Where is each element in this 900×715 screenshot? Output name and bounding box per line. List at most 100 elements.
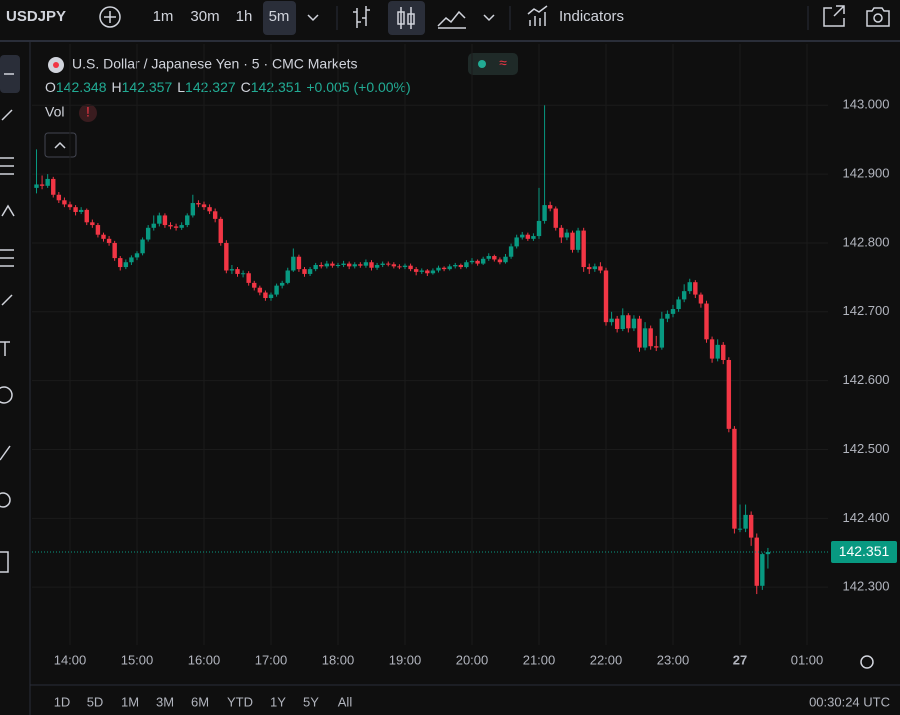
range-button[interactable]: 1M	[121, 694, 139, 709]
tool-fib[interactable]	[0, 157, 14, 175]
candle-body	[441, 267, 447, 270]
bars-icon[interactable]	[353, 6, 370, 28]
range-button[interactable]: 6M	[191, 694, 209, 709]
candle-body	[246, 273, 251, 283]
x-tick-label: 01:00	[791, 652, 824, 667]
candle-body	[520, 234, 525, 238]
candle-body	[564, 232, 570, 238]
candle-body	[413, 269, 419, 272]
candle-body	[397, 266, 402, 268]
range-button[interactable]: 5D	[87, 694, 104, 709]
tool-brush[interactable]	[1, 294, 13, 306]
candle-body	[670, 309, 676, 314]
volume-warning[interactable]	[79, 104, 97, 122]
candle-body	[307, 269, 313, 274]
candle-body	[709, 339, 715, 359]
candle-body	[748, 514, 754, 538]
candle-body	[95, 225, 101, 235]
candle-body	[78, 209, 84, 212]
add-symbol[interactable]	[99, 6, 121, 28]
candle-body	[190, 203, 196, 216]
candle-body	[380, 263, 385, 265]
status-wave: ≈	[499, 55, 507, 71]
volume-label: Vol	[45, 104, 64, 120]
chart-type-menu[interactable]	[483, 14, 495, 22]
candle-body	[363, 262, 369, 266]
interval-5m[interactable]: 5m	[269, 8, 290, 25]
x-tick-label: 16:00	[188, 652, 221, 667]
candle-body	[324, 263, 330, 267]
tool-pattern[interactable]	[1, 204, 15, 217]
candle-body	[592, 266, 598, 270]
candle-body	[296, 256, 302, 270]
axis-settings[interactable]	[860, 655, 874, 669]
tool-trendline[interactable]	[1, 109, 13, 121]
candle-body	[263, 292, 268, 299]
tool-ruler[interactable]	[0, 445, 11, 461]
y-tick-label: 143.000	[843, 97, 890, 112]
candle-body	[151, 223, 156, 228]
candle-body	[140, 239, 145, 254]
candle-body	[726, 359, 732, 429]
interval-menu[interactable]	[307, 14, 319, 22]
candle-body	[581, 230, 586, 268]
tool-zoom[interactable]	[0, 492, 11, 508]
tool-magnet[interactable]	[0, 551, 9, 573]
symbol[interactable]: USDJPY	[6, 8, 66, 25]
candle-body	[240, 273, 246, 275]
fullscreen-icon[interactable]	[823, 5, 845, 27]
candle-body	[279, 282, 285, 286]
candle-body	[168, 225, 173, 227]
candle-body	[268, 294, 274, 299]
snapshot-icon[interactable]	[866, 7, 890, 27]
chart-type-active-bg	[388, 1, 425, 35]
candle-body	[291, 256, 296, 271]
range-button[interactable]: 5Y	[303, 694, 319, 709]
candle-body	[547, 205, 553, 209]
interval-1m[interactable]: 1m	[153, 8, 174, 25]
interval-1h[interactable]: 1h	[236, 8, 253, 25]
candle-body	[73, 207, 78, 212]
tool-emoji[interactable]	[0, 386, 13, 404]
candle-body	[480, 258, 486, 264]
collapse-legend[interactable]	[44, 132, 77, 158]
candle-body	[542, 205, 547, 221]
range-button[interactable]: 1D	[54, 694, 71, 709]
candle-body	[637, 318, 642, 348]
candle-body	[313, 264, 318, 270]
tool-forecast[interactable]	[0, 249, 14, 267]
open-value: 142.348	[56, 79, 107, 95]
candle-body	[715, 344, 720, 359]
tool-text[interactable]	[0, 341, 10, 356]
candle-body	[346, 263, 352, 267]
candle-body	[218, 218, 223, 243]
range-button[interactable]: 3M	[156, 694, 174, 709]
candle-body	[648, 328, 653, 347]
candle-body	[319, 264, 324, 267]
x-tick-label: 20:00	[456, 652, 489, 667]
candle-body	[51, 178, 56, 195]
range-button[interactable]: 1Y	[270, 694, 286, 709]
candles-icon[interactable]	[397, 7, 415, 29]
candle-body	[358, 264, 363, 266]
range-button[interactable]: All	[338, 694, 353, 709]
area-icon[interactable]	[437, 10, 466, 29]
indicators-button[interactable]: Indicators	[559, 8, 624, 25]
candle-body	[447, 266, 452, 270]
candle-body	[330, 263, 335, 266]
y-tick-label: 142.400	[843, 510, 890, 525]
candle-body	[754, 537, 759, 586]
range-button[interactable]: YTD	[227, 694, 253, 709]
candle-body	[257, 287, 263, 293]
candle-body	[737, 528, 743, 530]
candle-body	[118, 258, 123, 268]
x-tick-label: 15:00	[121, 652, 154, 667]
legend-title: U.S. Dollar / Japanese Yen · 5 · CMC Mar…	[72, 56, 358, 72]
interval-30m[interactable]: 30m	[190, 8, 219, 25]
open-key: O	[45, 79, 56, 95]
candle-body	[173, 226, 179, 228]
indicators-icon[interactable]	[527, 5, 548, 26]
y-tick-label: 142.800	[843, 234, 890, 249]
